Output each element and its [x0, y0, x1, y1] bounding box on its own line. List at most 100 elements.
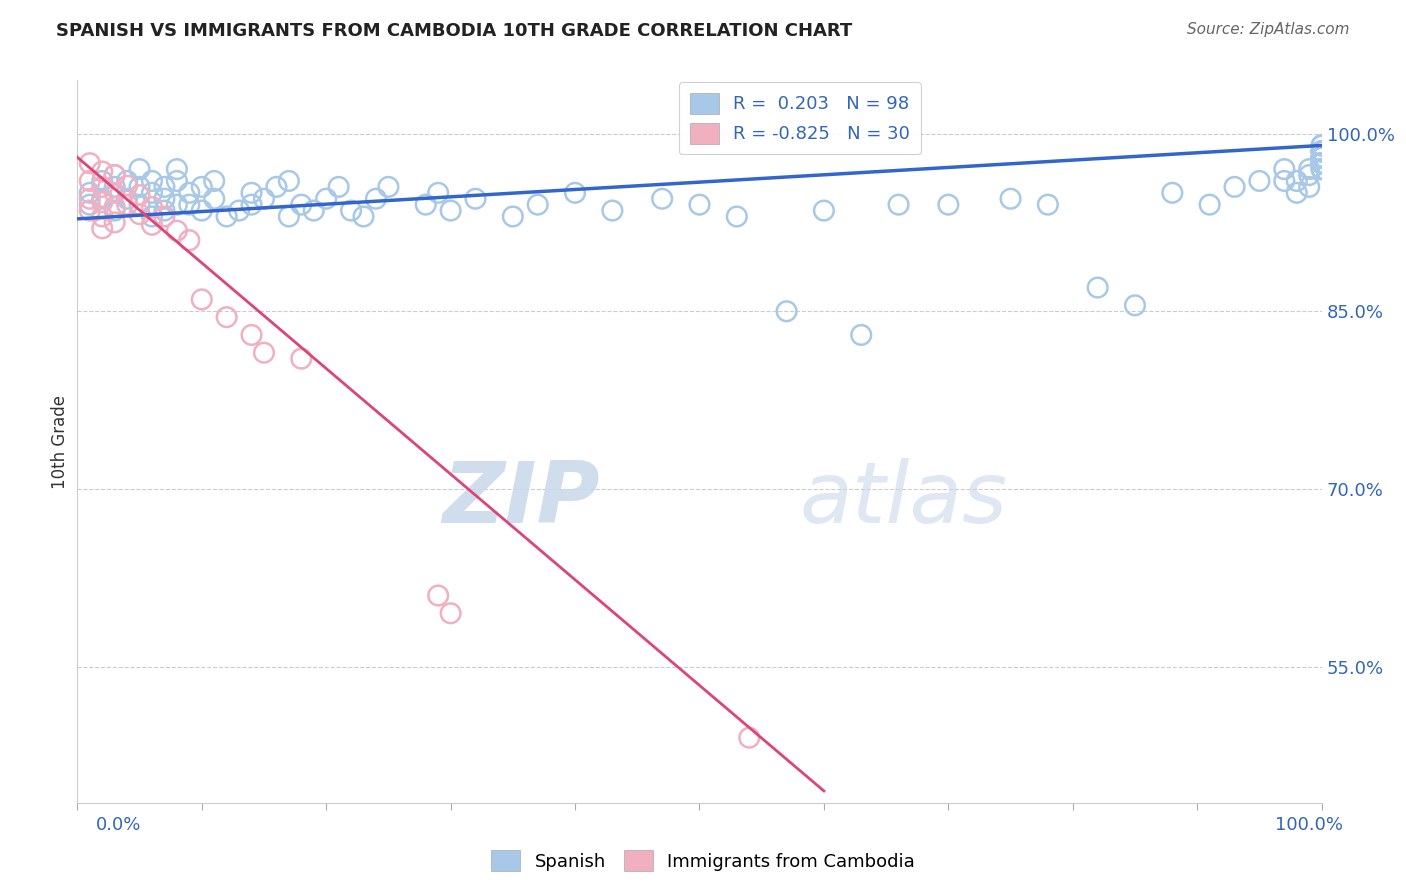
Point: [1310, 150, 1333, 164]
Point: [1161, 186, 1184, 200]
Point: [1310, 156, 1333, 170]
Point: [936, 197, 959, 211]
Point: [1223, 180, 1246, 194]
Point: [91, 195, 114, 210]
Point: [290, 197, 312, 211]
Point: [813, 203, 835, 218]
Point: [1272, 162, 1295, 177]
Point: [1285, 186, 1308, 200]
Point: [1298, 168, 1320, 182]
Point: [502, 210, 524, 224]
Point: [104, 186, 127, 200]
Point: [1249, 174, 1271, 188]
Point: [179, 186, 201, 200]
Point: [240, 327, 263, 342]
Point: [179, 197, 201, 211]
Point: [141, 200, 163, 214]
Point: [1285, 174, 1308, 188]
Point: [179, 233, 201, 247]
Point: [290, 351, 312, 366]
Point: [1000, 192, 1022, 206]
Point: [1310, 150, 1333, 164]
Point: [91, 210, 114, 224]
Point: [277, 174, 299, 188]
Point: [115, 178, 138, 193]
Point: [153, 210, 176, 224]
Point: [353, 210, 375, 224]
Point: [1310, 150, 1333, 164]
Point: [1310, 138, 1333, 153]
Point: [464, 192, 486, 206]
Point: [240, 197, 263, 211]
Text: 0.0%: 0.0%: [96, 816, 141, 834]
Point: [153, 192, 176, 206]
Point: [141, 174, 163, 188]
Point: [128, 188, 150, 202]
Point: [191, 180, 214, 194]
Point: [1310, 156, 1333, 170]
Point: [1036, 197, 1059, 211]
Point: [887, 197, 910, 211]
Point: [153, 180, 176, 194]
Point: [1298, 180, 1320, 194]
Point: [738, 731, 761, 745]
Point: [253, 345, 276, 359]
Point: [104, 200, 127, 214]
Point: [439, 203, 461, 218]
Point: [91, 174, 114, 188]
Point: [1310, 156, 1333, 170]
Point: [427, 589, 450, 603]
Point: [141, 186, 163, 200]
Point: [253, 192, 276, 206]
Point: [228, 203, 250, 218]
Point: [1123, 298, 1146, 312]
Point: [215, 210, 238, 224]
Point: [79, 186, 101, 200]
Point: [1310, 162, 1333, 177]
Point: [651, 192, 673, 206]
Point: [1310, 150, 1333, 164]
Point: [427, 186, 450, 200]
Point: [240, 186, 263, 200]
Text: ZIP: ZIP: [443, 458, 600, 541]
Point: [315, 192, 337, 206]
Point: [91, 164, 114, 178]
Point: [128, 207, 150, 221]
Point: [1310, 145, 1333, 159]
Point: [1310, 138, 1333, 153]
Point: [1272, 174, 1295, 188]
Point: [202, 192, 225, 206]
Point: [851, 327, 873, 342]
Point: [364, 192, 387, 206]
Point: [153, 203, 176, 218]
Point: [1310, 138, 1333, 153]
Point: [215, 310, 238, 325]
Point: [602, 203, 624, 218]
Text: SPANISH VS IMMIGRANTS FROM CAMBODIA 10TH GRADE CORRELATION CHART: SPANISH VS IMMIGRANTS FROM CAMBODIA 10TH…: [56, 22, 852, 40]
Point: [1310, 162, 1333, 177]
Point: [1310, 145, 1333, 159]
Point: [79, 203, 101, 218]
Point: [128, 162, 150, 177]
Point: [1198, 197, 1220, 211]
Point: [191, 293, 214, 307]
Legend: Spanish, Immigrants from Cambodia: Spanish, Immigrants from Cambodia: [484, 843, 922, 879]
Point: [104, 168, 127, 182]
Point: [79, 156, 101, 170]
Point: [191, 203, 214, 218]
Point: [128, 180, 150, 194]
Point: [266, 180, 288, 194]
Point: [115, 197, 138, 211]
Point: [1310, 150, 1333, 164]
Point: [91, 180, 114, 194]
Point: [166, 197, 188, 211]
Point: [1310, 145, 1333, 159]
Point: [79, 174, 101, 188]
Point: [1298, 162, 1320, 177]
Point: [91, 221, 114, 235]
Text: atlas: atlas: [799, 458, 1007, 541]
Point: [1087, 280, 1109, 294]
Point: [340, 203, 363, 218]
Point: [302, 203, 325, 218]
Point: [1310, 156, 1333, 170]
